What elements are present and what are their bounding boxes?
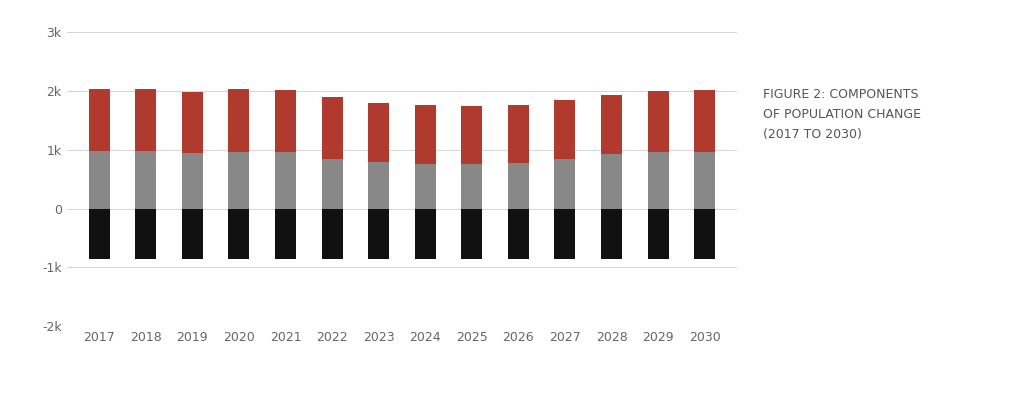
Bar (275, 209, 296, 259)
Bar (647, 91, 669, 152)
Bar (461, 106, 482, 164)
Bar (89, 209, 110, 259)
Bar (322, 159, 343, 209)
Bar (508, 163, 528, 209)
Bar (694, 90, 715, 152)
Bar (554, 209, 575, 259)
Bar (322, 97, 343, 159)
Bar (182, 153, 203, 209)
Bar (275, 90, 296, 152)
Bar (89, 151, 110, 209)
Bar (182, 92, 203, 153)
Text: FIGURE 2: COMPONENTS
OF POPULATION CHANGE
(2017 TO 2030): FIGURE 2: COMPONENTS OF POPULATION CHANG… (763, 88, 921, 140)
Bar (508, 209, 528, 259)
Bar (275, 152, 296, 209)
Bar (508, 105, 528, 163)
Bar (322, 209, 343, 259)
Bar (601, 95, 622, 154)
Bar (89, 89, 110, 151)
Bar (554, 159, 575, 209)
Bar (228, 89, 250, 152)
Bar (694, 152, 715, 209)
Bar (228, 152, 250, 209)
Bar (228, 209, 250, 259)
Bar (461, 164, 482, 209)
Bar (415, 164, 435, 209)
Bar (461, 209, 482, 259)
Bar (647, 209, 669, 259)
Bar (369, 209, 389, 259)
Bar (554, 100, 575, 159)
Bar (369, 162, 389, 209)
Bar (415, 209, 435, 259)
Bar (369, 103, 389, 162)
Bar (135, 209, 157, 259)
Bar (135, 151, 157, 209)
Bar (182, 209, 203, 259)
Bar (647, 152, 669, 209)
Bar (694, 209, 715, 259)
Bar (601, 154, 622, 209)
Bar (601, 209, 622, 259)
Bar (135, 89, 157, 151)
Bar (415, 105, 435, 164)
